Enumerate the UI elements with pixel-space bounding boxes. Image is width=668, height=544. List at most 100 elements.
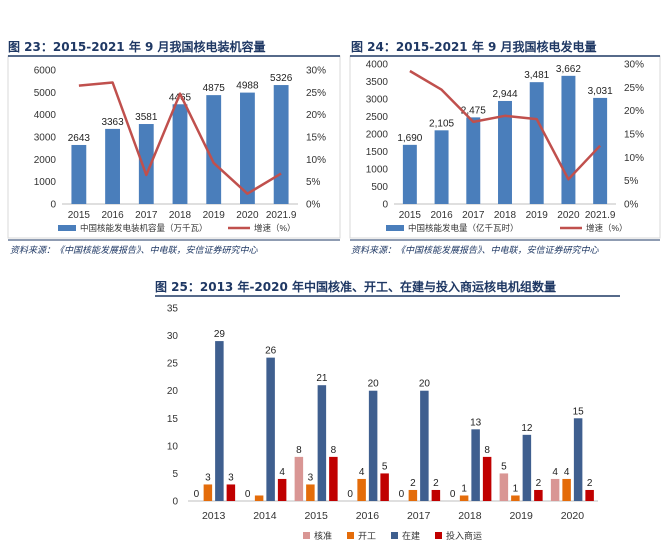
chart-25-bar-label: 4 [279, 467, 285, 478]
chart-23-ytick-right: 20% [306, 110, 326, 121]
chart-23-ytick-right: 5% [306, 177, 321, 188]
chart-23-xtick: 2016 [101, 210, 124, 221]
chart-23-ytick-left: 4000 [34, 110, 57, 121]
chart-23-title: 图 23：2015-2021 年 9 月我国核电装机容量 [8, 40, 266, 54]
chart-25-legend-swatch [435, 532, 442, 539]
chart-25-bar [511, 495, 520, 501]
chart-25-ytick: 30 [167, 331, 179, 342]
chart-23-bar-label: 3581 [135, 112, 158, 123]
chart-25-xtick: 2020 [561, 510, 585, 522]
chart-25-ytick: 15 [167, 414, 179, 425]
chart-25-title: 图 25：2013 年-2020 年中国核准、开工、在建与投入商运核电机组数量 [155, 280, 557, 294]
chart-24-xtick: 2016 [430, 210, 453, 221]
chart-24-xtick: 2019 [526, 210, 549, 221]
chart-25-bar [215, 341, 224, 501]
chart-25-bar [459, 495, 469, 501]
chart-25-bar [277, 478, 287, 501]
chart-25-bar [522, 434, 532, 501]
chart-24-bar-label: 2,105 [429, 118, 454, 129]
chart-25-bar-label: 29 [214, 329, 226, 340]
chart-25-bar [294, 456, 304, 501]
chart-24-bar [498, 100, 512, 204]
chart-25-bar-label: 21 [316, 373, 328, 384]
chart-24-bar [593, 97, 608, 204]
chart-24-bar-label: 3,662 [556, 64, 581, 75]
chart-25-bar-label: 26 [265, 346, 277, 357]
chart-25-bar-label: 4 [564, 467, 570, 478]
chart-24-bar-label: 2,944 [492, 89, 517, 100]
chart-25-legend-label: 核准 [314, 530, 332, 541]
chart-25-bar-label: 0 [245, 489, 251, 500]
chart-24-ytick-right: 20% [624, 106, 644, 117]
chart-25-bar [573, 418, 583, 501]
chart-24-legend-swatch-bar [386, 225, 404, 231]
chart-23-legend-label-line: 增速（%） [254, 223, 296, 233]
chart-24-ytick-right: 10% [624, 153, 644, 164]
chart-24-bar [402, 144, 417, 204]
chart-25-bar [329, 456, 338, 501]
chart-23-bar-label: 2643 [68, 133, 91, 144]
chart-23-legend-swatch-bar [58, 225, 76, 231]
chart-25-legend-swatch [347, 532, 354, 539]
chart-25-xtick: 2015 [304, 510, 328, 522]
chart-23-xtick: 2018 [169, 210, 192, 221]
chart-23-bar [273, 85, 289, 204]
chart-23-xtick: 2021.9 [266, 210, 297, 221]
chart-24-bar-label: 3,031 [588, 86, 613, 97]
chart-24-xtick: 2018 [494, 210, 517, 221]
chart-23-ytick-left: 6000 [34, 66, 57, 77]
chart-23-bar [105, 128, 120, 204]
chart-25-bar-label: 0 [399, 489, 405, 500]
chart-25-xtick: 2014 [253, 510, 277, 522]
chart-25-bar [357, 478, 366, 501]
chart-23-bar-label: 4875 [203, 83, 226, 94]
chart-25-bar-label: 2 [433, 478, 439, 489]
chart-23-bar [71, 144, 87, 204]
chart-25-xtick: 2017 [407, 510, 431, 522]
chart-25-bar-label: 0 [347, 489, 353, 500]
chart-25-bar [585, 489, 594, 501]
chart-25-bar-label: 8 [484, 445, 490, 456]
chart-25-ytick: 35 [167, 304, 179, 315]
chart-24-legend-label-line: 增速（%） [586, 223, 628, 233]
chart-23-ytick-right: 30% [306, 66, 326, 77]
chart-25-bar-label: 2 [536, 478, 542, 489]
chart-25-xtick: 2018 [458, 510, 482, 522]
chart-23-ytick-left: 2000 [34, 155, 57, 166]
chart-25-legend-label: 投入商运 [446, 530, 482, 541]
chart-24-bar [434, 130, 449, 204]
chart-23-xtick: 2017 [135, 210, 158, 221]
chart-25-bar-label: 2 [410, 478, 416, 489]
chart-24-ytick-left: 2000 [366, 130, 389, 141]
chart-24-bar [466, 117, 481, 204]
chart-25-bar [420, 390, 429, 501]
chart-23-bar-label: 4988 [236, 81, 259, 92]
chart-24-ytick-right: 25% [624, 83, 644, 94]
chart-25-bar [368, 390, 378, 501]
chart-24-xtick: 2020 [557, 210, 580, 221]
chart-24-ytick-left: 0 [382, 200, 388, 211]
chart-24-bar [529, 82, 544, 204]
chart-25-legend-label: 在建 [402, 530, 420, 541]
chart-24-ytick-right: 15% [624, 130, 644, 141]
chart-24-ytick-left: 4000 [366, 60, 389, 71]
chart-25-bar [534, 489, 543, 501]
chart-25-bar-label: 3 [228, 472, 234, 483]
chart-25-bar-label: 8 [296, 445, 302, 456]
chart-24-ytick-left: 500 [371, 182, 388, 193]
chart-25-bar-label: 0 [194, 489, 200, 500]
chart-25-bar-label: 1 [461, 483, 467, 494]
chart-24-bar-label: 1,690 [397, 133, 422, 144]
chart-23-ytick-right: 15% [306, 133, 326, 144]
chart-25-bar [431, 489, 441, 501]
chart-24-ytick-right: 30% [624, 60, 644, 71]
chart-23-xtick: 2020 [236, 210, 259, 221]
chart-25-ytick: 20 [167, 386, 179, 397]
chart-24-xtick: 2017 [462, 210, 485, 221]
chart-25-bar [306, 484, 315, 501]
chart-25-bar [266, 357, 275, 501]
chart-23-xtick: 2015 [68, 210, 91, 221]
chart-24-bar-label: 3,481 [524, 70, 549, 81]
